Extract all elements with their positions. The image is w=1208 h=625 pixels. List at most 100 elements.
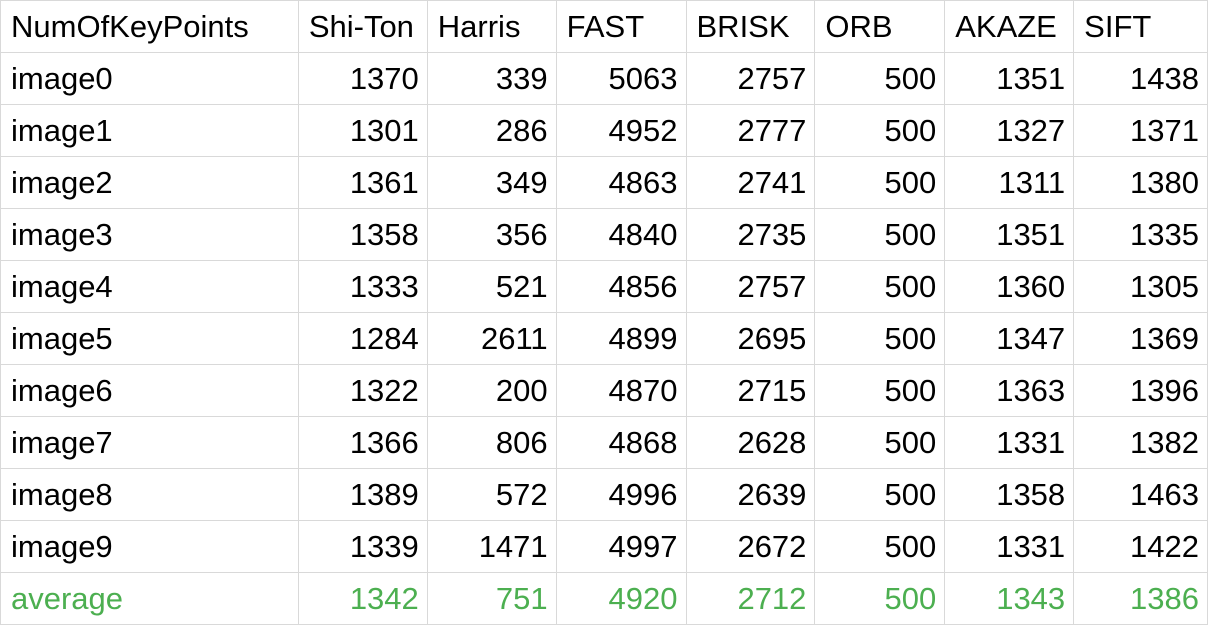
- value-cell[interactable]: 200: [426, 364, 557, 417]
- average-value-cell[interactable]: 1342: [297, 572, 428, 625]
- value-cell[interactable]: 2611: [426, 312, 557, 365]
- column-header-cell[interactable]: FAST: [555, 0, 687, 53]
- value-cell[interactable]: 1360: [944, 260, 1075, 313]
- value-cell[interactable]: 1361: [297, 156, 428, 209]
- value-cell[interactable]: 1380: [1073, 156, 1208, 209]
- value-cell[interactable]: 500: [814, 260, 946, 313]
- value-cell[interactable]: 500: [814, 104, 946, 157]
- value-cell[interactable]: 2757: [685, 260, 816, 313]
- row-label-cell[interactable]: image8: [0, 468, 299, 521]
- value-cell[interactable]: 356: [426, 208, 557, 261]
- row-label-cell[interactable]: image2: [0, 156, 299, 209]
- value-cell[interactable]: 1351: [944, 52, 1075, 105]
- column-header-cell[interactable]: ORB: [814, 0, 946, 53]
- value-cell[interactable]: 500: [814, 468, 946, 521]
- value-cell[interactable]: 4868: [555, 416, 687, 469]
- value-cell[interactable]: 500: [814, 208, 946, 261]
- value-cell[interactable]: 1382: [1073, 416, 1208, 469]
- value-cell[interactable]: 1389: [297, 468, 428, 521]
- value-cell[interactable]: 4996: [555, 468, 687, 521]
- value-cell[interactable]: 4840: [555, 208, 687, 261]
- average-value-cell[interactable]: 500: [814, 572, 946, 625]
- column-header-cell[interactable]: Shi-Ton: [297, 0, 428, 53]
- value-cell[interactable]: 1471: [426, 520, 557, 573]
- value-cell[interactable]: 2695: [685, 312, 816, 365]
- value-cell[interactable]: 1322: [297, 364, 428, 417]
- value-cell[interactable]: 1347: [944, 312, 1075, 365]
- value-cell[interactable]: 500: [814, 156, 946, 209]
- value-cell[interactable]: 2777: [685, 104, 816, 157]
- value-cell[interactable]: 2715: [685, 364, 816, 417]
- row-label-cell[interactable]: image5: [0, 312, 299, 365]
- value-cell[interactable]: 4899: [555, 312, 687, 365]
- value-cell[interactable]: 500: [814, 520, 946, 573]
- column-header-cell[interactable]: Harris: [426, 0, 557, 53]
- value-cell[interactable]: 349: [426, 156, 557, 209]
- value-cell[interactable]: 1305: [1073, 260, 1208, 313]
- average-label-cell[interactable]: average: [0, 572, 299, 625]
- row-label-cell[interactable]: image4: [0, 260, 299, 313]
- value-cell[interactable]: 521: [426, 260, 557, 313]
- header-row: NumOfKeyPoints Shi-Ton Harris FAST BRISK ORB A…: [0, 0, 1208, 53]
- value-cell[interactable]: 2639: [685, 468, 816, 521]
- value-cell[interactable]: 1363: [944, 364, 1075, 417]
- value-cell[interactable]: 1284: [297, 312, 428, 365]
- value-cell[interactable]: 339: [426, 52, 557, 105]
- value-cell[interactable]: 1396: [1073, 364, 1208, 417]
- value-cell[interactable]: 1463: [1073, 468, 1208, 521]
- value-cell[interactable]: 2672: [685, 520, 816, 573]
- average-value-cell[interactable]: 1386: [1073, 572, 1208, 625]
- value-cell[interactable]: 1370: [297, 52, 428, 105]
- row-label-cell[interactable]: image7: [0, 416, 299, 469]
- value-cell[interactable]: 500: [814, 364, 946, 417]
- value-cell[interactable]: 2741: [685, 156, 816, 209]
- value-cell[interactable]: 1422: [1073, 520, 1208, 573]
- value-cell[interactable]: 1358: [944, 468, 1075, 521]
- value-cell[interactable]: 4952: [555, 104, 687, 157]
- row-label-cell[interactable]: image3: [0, 208, 299, 261]
- value-cell[interactable]: 1331: [944, 416, 1075, 469]
- value-cell[interactable]: 2757: [685, 52, 816, 105]
- average-value-cell[interactable]: 2712: [685, 572, 816, 625]
- average-value-cell[interactable]: 4920: [555, 572, 687, 625]
- value-cell[interactable]: 1335: [1073, 208, 1208, 261]
- row-label-cell[interactable]: image6: [0, 364, 299, 417]
- value-cell[interactable]: 806: [426, 416, 557, 469]
- value-cell[interactable]: 4997: [555, 520, 687, 573]
- value-cell[interactable]: 1371: [1073, 104, 1208, 157]
- value-cell[interactable]: 1333: [297, 260, 428, 313]
- value-cell[interactable]: 2628: [685, 416, 816, 469]
- value-cell[interactable]: 1339: [297, 520, 428, 573]
- value-cell[interactable]: 1311: [944, 156, 1075, 209]
- value-cell[interactable]: 500: [814, 52, 946, 105]
- value-cell[interactable]: 5063: [555, 52, 687, 105]
- value-cell[interactable]: 1331: [944, 520, 1075, 573]
- value-cell[interactable]: 286: [426, 104, 557, 157]
- table-row: image3 1358 356 4840 2735 500 1351 1335: [0, 208, 1208, 261]
- value-cell[interactable]: 4856: [555, 260, 687, 313]
- value-cell[interactable]: 572: [426, 468, 557, 521]
- value-cell[interactable]: 1438: [1073, 52, 1208, 105]
- value-cell[interactable]: 1327: [944, 104, 1075, 157]
- value-cell[interactable]: 2735: [685, 208, 816, 261]
- table-row: image5 1284 2611 4899 2695 500 1347 1369: [0, 312, 1208, 365]
- value-cell[interactable]: 1358: [297, 208, 428, 261]
- value-cell[interactable]: 500: [814, 416, 946, 469]
- value-cell[interactable]: 1351: [944, 208, 1075, 261]
- value-cell[interactable]: 1301: [297, 104, 428, 157]
- value-cell[interactable]: 500: [814, 312, 946, 365]
- row-label-cell[interactable]: image0: [0, 52, 299, 105]
- value-cell[interactable]: 1366: [297, 416, 428, 469]
- column-header-cell[interactable]: AKAZE: [944, 0, 1075, 53]
- value-cell[interactable]: 1369: [1073, 312, 1208, 365]
- value-cell[interactable]: 4863: [555, 156, 687, 209]
- average-value-cell[interactable]: 1343: [944, 572, 1075, 625]
- value-cell[interactable]: 4870: [555, 364, 687, 417]
- column-header-cell[interactable]: BRISK: [685, 0, 816, 53]
- column-header-cell[interactable]: SIFT: [1073, 0, 1208, 53]
- average-value-cell[interactable]: 751: [426, 572, 557, 625]
- column-header-cell[interactable]: NumOfKeyPoints: [0, 0, 299, 53]
- row-label-cell[interactable]: image1: [0, 104, 299, 157]
- row-label-cell[interactable]: image9: [0, 520, 299, 573]
